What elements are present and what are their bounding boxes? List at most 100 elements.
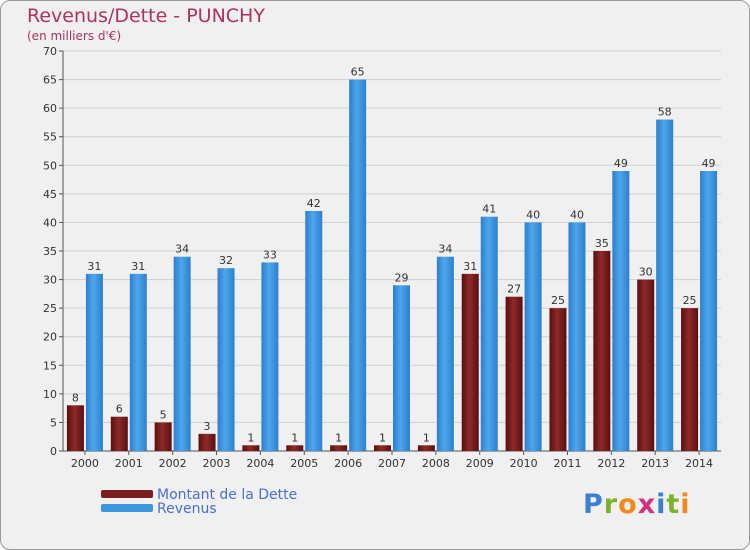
chart-subtitle: (en milliers d'€) bbox=[27, 29, 122, 43]
data-label-debt: 27 bbox=[507, 283, 521, 296]
data-label-revenue: 49 bbox=[702, 157, 716, 170]
data-label-debt: 31 bbox=[463, 260, 477, 273]
bar-revenue bbox=[656, 119, 674, 452]
legend-label-debt: Montant de la Dette bbox=[157, 487, 298, 503]
bar-revenue bbox=[349, 79, 367, 452]
logo-letter: P bbox=[583, 489, 604, 520]
data-label-debt: 25 bbox=[683, 294, 697, 307]
bar-revenue bbox=[393, 285, 410, 451]
data-label-debt: 8 bbox=[72, 391, 79, 404]
y-tick-label: 10 bbox=[43, 388, 57, 401]
x-tick-label: 2011 bbox=[553, 457, 581, 470]
data-label-revenue: 31 bbox=[131, 260, 145, 273]
bar-revenue bbox=[612, 171, 630, 451]
x-tick-label: 2004 bbox=[246, 457, 274, 470]
data-label-debt: 1 bbox=[335, 431, 342, 444]
bar-debt bbox=[461, 273, 479, 451]
data-label-revenue: 31 bbox=[87, 260, 101, 273]
x-tick-label: 2014 bbox=[685, 457, 713, 470]
x-tick-label: 2005 bbox=[290, 457, 318, 470]
bar-debt bbox=[681, 308, 699, 451]
gridlines bbox=[63, 50, 721, 452]
bar-debt bbox=[417, 445, 435, 451]
x-tick-label: 2002 bbox=[159, 457, 187, 470]
bar-revenue bbox=[129, 273, 147, 451]
data-label-debt: 35 bbox=[595, 237, 609, 250]
data-label-revenue: 33 bbox=[263, 248, 277, 261]
bar-debt bbox=[198, 433, 216, 451]
logo-letter: o bbox=[618, 489, 638, 520]
bar-debt bbox=[330, 445, 348, 451]
y-tick-label: 35 bbox=[43, 245, 57, 258]
data-label-debt: 30 bbox=[639, 266, 653, 279]
bar-revenue bbox=[524, 222, 542, 451]
bar-revenue bbox=[85, 273, 103, 451]
x-tick-label: 2010 bbox=[510, 457, 538, 470]
y-tick-label: 25 bbox=[43, 302, 57, 315]
y-tick-label: 50 bbox=[43, 159, 57, 172]
bar-revenue bbox=[436, 256, 454, 451]
legend-label-revenue: Revenus bbox=[157, 501, 217, 517]
bar-revenue bbox=[217, 268, 235, 451]
x-tick-label: 2000 bbox=[71, 457, 99, 470]
bar-debt bbox=[110, 416, 128, 451]
data-label-debt: 1 bbox=[423, 431, 430, 444]
legend-swatches bbox=[101, 490, 153, 512]
data-label-debt: 5 bbox=[160, 408, 167, 421]
data-label-debt: 1 bbox=[291, 431, 298, 444]
data-label-revenue: 34 bbox=[438, 243, 452, 256]
x-tick-label: 2009 bbox=[466, 457, 494, 470]
proxiti-logo: Proxiti bbox=[583, 489, 691, 520]
x-tick-label: 2007 bbox=[378, 457, 406, 470]
bar-revenue bbox=[261, 262, 279, 451]
bar-debt bbox=[374, 445, 391, 451]
data-label-debt: 1 bbox=[247, 431, 254, 444]
y-tick-label: 0 bbox=[50, 445, 57, 458]
data-label-debt: 25 bbox=[551, 294, 565, 307]
x-tick-label: 2003 bbox=[203, 457, 231, 470]
y-tick-label: 65 bbox=[43, 74, 57, 87]
data-label-debt: 3 bbox=[204, 420, 211, 433]
data-label-revenue: 29 bbox=[395, 271, 409, 284]
bar-debt bbox=[286, 445, 304, 451]
x-tick-label: 2008 bbox=[422, 457, 450, 470]
chart-title: Revenus/Dette - PUNCHY bbox=[27, 5, 265, 27]
logo-letter: i bbox=[680, 489, 691, 520]
x-tick-label: 2013 bbox=[641, 457, 669, 470]
y-tick-label: 55 bbox=[43, 131, 57, 144]
legend-swatch-debt bbox=[101, 490, 153, 498]
bar-revenue bbox=[173, 256, 191, 451]
legend-swatch-revenue bbox=[101, 504, 153, 512]
y-tick-label: 5 bbox=[50, 416, 57, 429]
data-label-revenue: 58 bbox=[658, 106, 672, 119]
y-tick-label: 45 bbox=[43, 188, 57, 201]
y-tick-label: 15 bbox=[43, 359, 57, 372]
data-label-revenue: 65 bbox=[351, 66, 365, 79]
bar-revenue bbox=[305, 211, 323, 451]
bar-revenue bbox=[480, 216, 498, 451]
data-label-debt: 6 bbox=[116, 403, 123, 416]
y-tick-label: 70 bbox=[43, 45, 57, 58]
logo-letter: i bbox=[656, 489, 667, 520]
bar-debt bbox=[154, 422, 172, 451]
x-tick-label: 2006 bbox=[334, 457, 362, 470]
data-label-revenue: 41 bbox=[482, 203, 496, 216]
data-label-debt: 1 bbox=[379, 431, 386, 444]
bar-debt bbox=[242, 445, 260, 451]
bar-debt bbox=[66, 405, 84, 451]
bar-revenue bbox=[568, 222, 586, 451]
y-tick-label: 20 bbox=[43, 331, 57, 344]
bar-debt bbox=[549, 308, 567, 451]
data-label-revenue: 32 bbox=[219, 254, 233, 267]
logo-letter: x bbox=[637, 489, 657, 520]
logo-letter: r bbox=[603, 489, 619, 520]
x-tick-label: 2012 bbox=[597, 457, 625, 470]
data-label-revenue: 40 bbox=[526, 208, 540, 221]
data-label-revenue: 40 bbox=[570, 208, 584, 221]
data-label-revenue: 49 bbox=[614, 157, 628, 170]
bar-debt bbox=[593, 251, 611, 451]
y-tick-label: 60 bbox=[43, 102, 57, 115]
logo-letter: t bbox=[666, 489, 681, 520]
